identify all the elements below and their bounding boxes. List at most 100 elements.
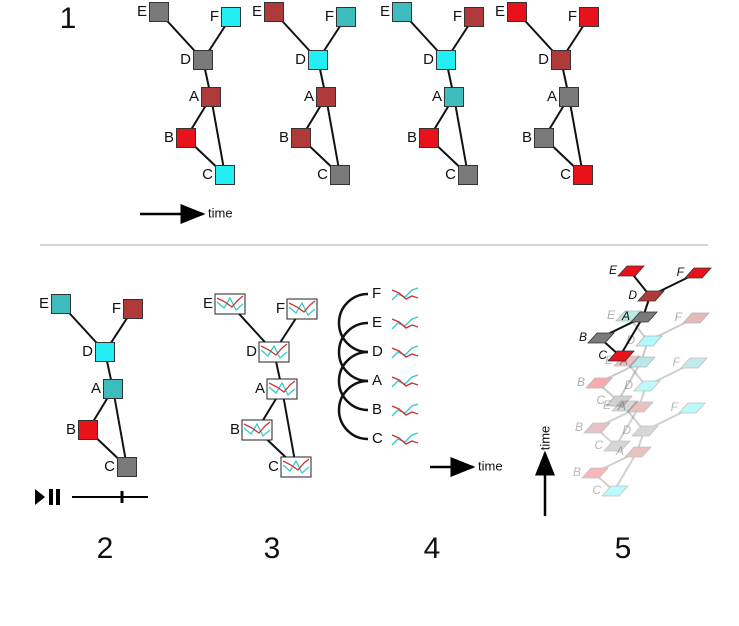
- node: [103, 379, 123, 399]
- node: [444, 87, 464, 107]
- node-label: D: [622, 423, 631, 437]
- sparkline: [268, 380, 296, 393]
- node-label: C: [594, 438, 603, 452]
- node: [215, 165, 235, 185]
- sparkline: [391, 434, 419, 445]
- node-label: A: [547, 88, 557, 105]
- node: [117, 457, 137, 477]
- edge: [593, 472, 615, 492]
- edge: [617, 361, 642, 402]
- play-icon[interactable]: [35, 489, 45, 505]
- dependency-arc: [337, 292, 369, 354]
- node-label: B: [279, 129, 289, 146]
- edge: [613, 451, 638, 492]
- node: [149, 2, 169, 22]
- node: [624, 446, 652, 458]
- sparkline: [391, 316, 419, 330]
- node: [628, 356, 656, 368]
- node: [316, 87, 336, 107]
- node-label: E: [609, 263, 618, 277]
- node-label: E: [603, 398, 612, 412]
- node-label: E: [137, 3, 147, 20]
- node-label: F: [276, 300, 285, 317]
- node-label: C: [445, 166, 456, 183]
- pause-icon[interactable]: [56, 489, 60, 505]
- node-label: F: [112, 300, 121, 317]
- node-label: F: [673, 355, 681, 369]
- node-label: F: [671, 400, 679, 414]
- node-label: C: [592, 483, 601, 497]
- node: [631, 425, 659, 437]
- edge: [627, 315, 649, 342]
- time-label: time: [478, 458, 503, 473]
- node: [682, 312, 710, 324]
- node: [587, 332, 615, 344]
- node-label: D: [372, 343, 383, 360]
- node: [419, 128, 439, 148]
- node-label: A: [432, 88, 442, 105]
- node: [264, 2, 284, 22]
- node: [579, 7, 599, 27]
- node: [507, 2, 527, 22]
- sparkline: [243, 421, 271, 434]
- node: [581, 467, 609, 479]
- panel-number: 1: [60, 2, 77, 35]
- panel-number: 5: [615, 532, 632, 565]
- node: [201, 87, 221, 107]
- pause-icon[interactable]: [49, 489, 53, 505]
- sparkline: [391, 374, 419, 388]
- node: [51, 294, 71, 314]
- sparkline: [391, 318, 419, 329]
- node-label: E: [252, 3, 262, 20]
- node-label: D: [180, 51, 191, 68]
- dependency-arc: [337, 321, 369, 383]
- edge: [453, 96, 469, 176]
- node: [336, 7, 356, 27]
- sparkline: [288, 301, 316, 317]
- node: [684, 267, 712, 279]
- node-label: C: [202, 166, 213, 183]
- edge: [595, 406, 640, 429]
- edge: [597, 361, 642, 384]
- node-label: D: [538, 51, 549, 68]
- node-label: D: [82, 343, 93, 360]
- sparkline: [243, 422, 271, 438]
- node-label: B: [407, 129, 417, 146]
- sparkline: [282, 459, 310, 475]
- node-label: E: [380, 3, 390, 20]
- node: [633, 380, 661, 392]
- node-label: D: [628, 288, 637, 302]
- sparkline: [391, 287, 419, 301]
- sparkline: [288, 300, 316, 313]
- node-label: D: [626, 333, 635, 347]
- edge: [636, 430, 645, 453]
- sparkline: [391, 403, 419, 417]
- node: [193, 50, 213, 70]
- dependency-arc: [337, 379, 369, 441]
- node-label: D: [624, 378, 633, 392]
- node-label: C: [598, 348, 607, 362]
- node: [291, 128, 311, 148]
- node: [583, 422, 611, 434]
- edge: [615, 406, 640, 447]
- node-label: A: [189, 88, 199, 105]
- node-label: B: [579, 330, 587, 344]
- node-label: C: [104, 458, 115, 475]
- node: [221, 7, 241, 27]
- node-label: B: [66, 421, 76, 438]
- edge: [325, 96, 341, 176]
- node-label: A: [372, 372, 382, 389]
- node-label: F: [453, 8, 462, 25]
- node-label: E: [372, 314, 382, 331]
- edge: [597, 382, 619, 402]
- node: [458, 165, 478, 185]
- sparkline: [391, 432, 419, 446]
- dependency-arc: [337, 350, 369, 412]
- node-label: A: [91, 380, 101, 397]
- sparkline: [260, 343, 288, 356]
- node-label: F: [372, 285, 381, 302]
- sparkline: [216, 296, 244, 312]
- sparkline: [391, 347, 419, 358]
- sparkline: [216, 295, 244, 308]
